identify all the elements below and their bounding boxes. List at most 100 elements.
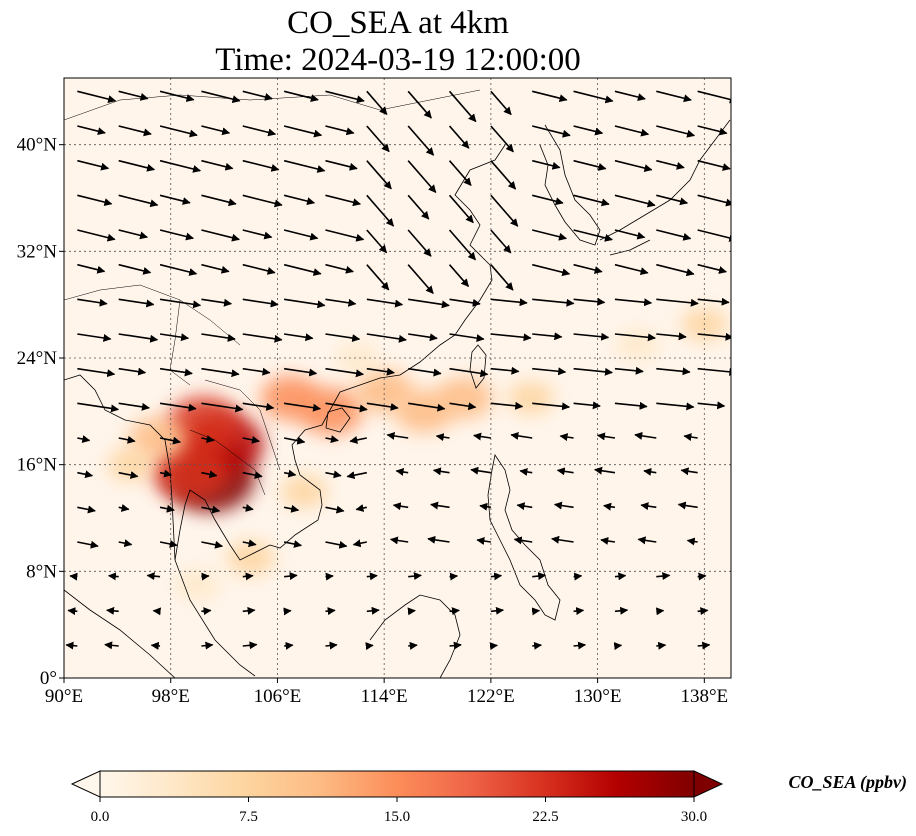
wind-arrow	[432, 467, 450, 476]
wind-arrow	[283, 469, 297, 478]
colorbar: 0.0 7.5 15.0 22.5 30.0 CO_SEA (ppbv)	[70, 770, 907, 825]
wind-arrow	[77, 90, 117, 103]
wind-arrow	[697, 332, 731, 341]
wind-arrow	[325, 505, 345, 514]
wind-arrow	[614, 194, 656, 208]
wind-arrow	[118, 402, 150, 411]
wind-arrow	[118, 504, 130, 512]
wind-arrow	[325, 367, 364, 378]
wind-arrow	[283, 229, 319, 241]
wind-arrow	[656, 402, 695, 411]
wind-arrow	[201, 90, 241, 104]
wind-arrow	[490, 572, 503, 581]
wind-arrow	[325, 263, 354, 274]
longitude-ticks: 90°E 98°E 106°E 114°E 122°E 130°E 138°E	[45, 678, 728, 707]
wind-arrow	[479, 502, 491, 511]
lon-tick-label: 90°E	[45, 686, 83, 707]
wind-arrow	[366, 160, 392, 190]
wind-arrow	[448, 229, 477, 261]
wind-arrow	[77, 333, 112, 342]
wind-arrow	[283, 90, 319, 102]
co-plume	[435, 377, 493, 419]
wind-arrow	[516, 502, 533, 511]
wind-arrow	[490, 264, 514, 291]
wind-arrow	[283, 540, 302, 548]
wind-arrow	[201, 641, 214, 650]
wind-arrow	[366, 333, 407, 343]
wind-arrow	[201, 229, 240, 242]
wind-arrow	[118, 229, 148, 240]
wind-arrow	[449, 572, 459, 581]
wind-arrow	[490, 401, 524, 410]
wind-arrow	[325, 333, 361, 342]
wind-arrow	[201, 402, 244, 413]
wind-arrow	[159, 402, 197, 412]
wind-arrow	[159, 436, 181, 445]
wind-arrow	[346, 471, 367, 480]
wind-arrow	[283, 607, 292, 616]
wind-arrow	[77, 540, 99, 549]
wind-arrow	[407, 229, 432, 257]
wind-arrow	[283, 125, 323, 138]
wind-arrow	[448, 264, 470, 288]
wind-arrow	[159, 229, 194, 241]
wind-arrow	[325, 402, 368, 413]
wind-arrow	[201, 540, 224, 549]
wind-arrow	[677, 501, 698, 510]
wind-arrow	[532, 90, 568, 103]
wind-arrow	[407, 90, 432, 119]
wind-arrow	[118, 539, 133, 548]
wind-arrow	[532, 572, 547, 581]
wind-arrow	[551, 535, 574, 544]
wind-arrow	[573, 401, 601, 410]
wind-arrow	[118, 125, 152, 137]
wind-arrow	[614, 401, 648, 410]
wind-arrow	[614, 159, 653, 172]
wind-arrow	[104, 641, 119, 650]
colorbar-tick-label: 30.0	[681, 809, 707, 825]
wind-arrow	[283, 298, 326, 309]
wind-arrow	[349, 435, 367, 444]
wind-arrow	[449, 333, 485, 343]
wind-arrow	[118, 435, 136, 444]
wind-arrow	[449, 367, 489, 378]
wind-arrow	[449, 607, 460, 616]
wind-arrow	[366, 367, 395, 376]
map-frame	[63, 77, 732, 679]
wind-arrow	[366, 264, 390, 291]
wind-arrow	[656, 332, 687, 341]
wind-arrow	[65, 641, 78, 650]
wind-arrow	[284, 572, 298, 581]
wind-arrow	[573, 297, 606, 306]
colorbar-tick-label: 0.0	[91, 809, 110, 825]
wind-arrow	[118, 90, 149, 101]
wind-arrow	[489, 642, 498, 651]
wind-arrow	[573, 229, 613, 242]
wind-arrow	[476, 537, 491, 545]
wind-arrow	[159, 504, 175, 513]
wind-arrow	[656, 367, 691, 376]
wind-arrow	[407, 194, 430, 220]
wind-arrow	[697, 572, 707, 581]
wind-arrow	[408, 367, 442, 377]
wind-arrow	[242, 229, 273, 240]
colorbar-max-extend	[693, 770, 724, 798]
wind-arrow	[448, 160, 472, 186]
wind-arrow	[573, 607, 585, 616]
wind-arrow	[283, 194, 316, 206]
wind-arrow	[118, 298, 155, 308]
wind-arrow	[513, 536, 533, 545]
colorbar-label: CO_SEA (ppbv)	[788, 772, 907, 793]
wind-arrow	[77, 298, 108, 307]
wind-arrow	[77, 125, 106, 136]
wind-arrow	[573, 159, 607, 171]
wind-arrow	[325, 540, 348, 549]
latitude-ticks: 0° 8°N 16°N 24°N 32°N 40°N	[17, 135, 64, 689]
wind-arrow	[490, 229, 512, 254]
wind-arrow	[603, 502, 616, 511]
wind-arrow	[532, 332, 563, 341]
wind-arrow	[697, 367, 731, 376]
wind-arrow	[697, 125, 728, 136]
wind-arrow	[448, 125, 470, 149]
lon-tick-label: 114°E	[361, 686, 408, 707]
